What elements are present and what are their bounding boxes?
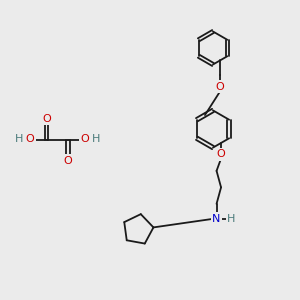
Text: H: H [227,214,236,224]
Text: H: H [92,134,100,145]
Text: O: O [26,134,34,145]
Text: O: O [80,134,89,145]
Text: O: O [216,82,224,92]
Text: N: N [212,214,221,224]
Text: O: O [42,113,51,124]
Text: O: O [64,155,73,166]
Text: O: O [217,149,225,159]
Text: H: H [14,134,23,145]
